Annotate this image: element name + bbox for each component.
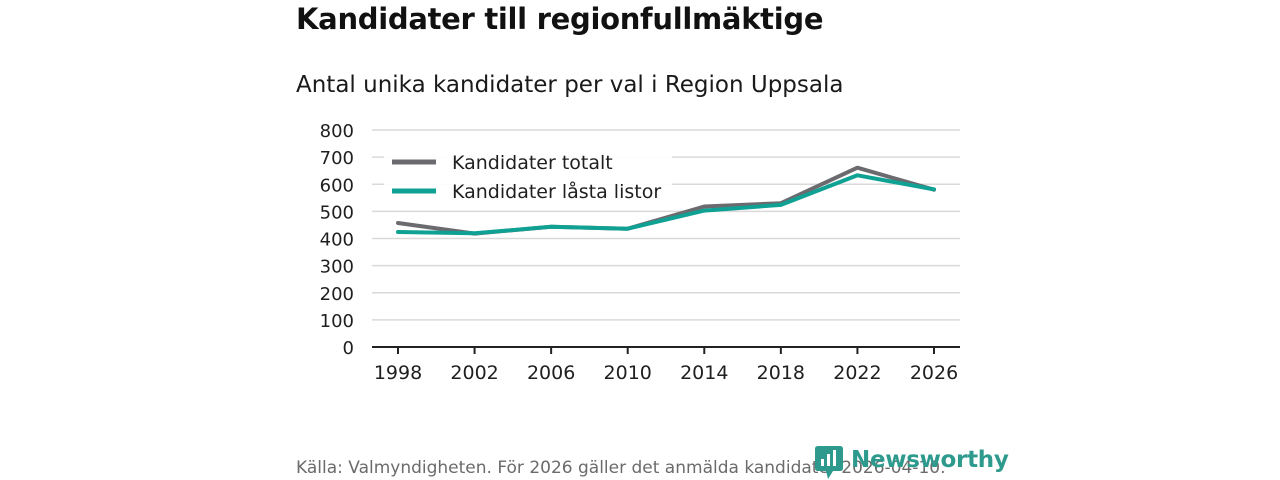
legend-background (384, 146, 672, 210)
legend-label-1: Kandidater låsta listor (452, 180, 661, 203)
newsworthy-logo: Newsworthy (815, 446, 1009, 480)
newsworthy-logo-icon (815, 446, 843, 479)
y-tick-label-600: 600 (320, 175, 354, 196)
y-tick-label-200: 200 (320, 284, 354, 305)
x-tick-label-2010: 2010 (604, 362, 652, 384)
legend-label-0: Kandidater totalt (452, 152, 613, 174)
chart-title: Kandidater till regionfullmäktige (296, 2, 824, 36)
y-tick-label-500: 500 (320, 202, 354, 223)
x-tick-label-2026: 2026 (910, 362, 958, 384)
x-tick-label-2006: 2006 (527, 362, 575, 384)
x-tick-label-2022: 2022 (833, 362, 881, 384)
y-tick-label-700: 700 (320, 148, 354, 169)
x-tick-label-2018: 2018 (757, 362, 805, 384)
x-tick-label-2014: 2014 (680, 362, 728, 384)
x-tick-label-2002: 2002 (450, 362, 498, 384)
y-tick-label-800: 800 (320, 121, 354, 142)
legend: Kandidater totalt Kandidater låsta listor (384, 146, 672, 210)
y-tick-label-100: 100 (320, 311, 354, 332)
source-note: Källa: Valmyndigheten. För 2026 gäller d… (296, 458, 946, 478)
y-tick-label-300: 300 (320, 257, 354, 278)
chart-subtitle: Antal unika kandidater per val i Region … (296, 72, 844, 98)
series-line-kandidater-lasta-listor (396, 173, 936, 236)
y-tick-label-0: 0 (343, 338, 354, 359)
x-axis-tick-labels: 1998 2002 2006 2010 2014 2018 2022 2026 (374, 362, 958, 384)
series-lines (396, 165, 936, 236)
y-axis-tick-labels: 0 100 200 300 400 500 600 700 800 (320, 121, 354, 359)
x-axis (372, 346, 960, 354)
y-tick-label-400: 400 (320, 230, 354, 251)
x-tick-label-1998: 1998 (374, 362, 422, 384)
newsworthy-brand-name: Newsworthy (851, 447, 1009, 473)
